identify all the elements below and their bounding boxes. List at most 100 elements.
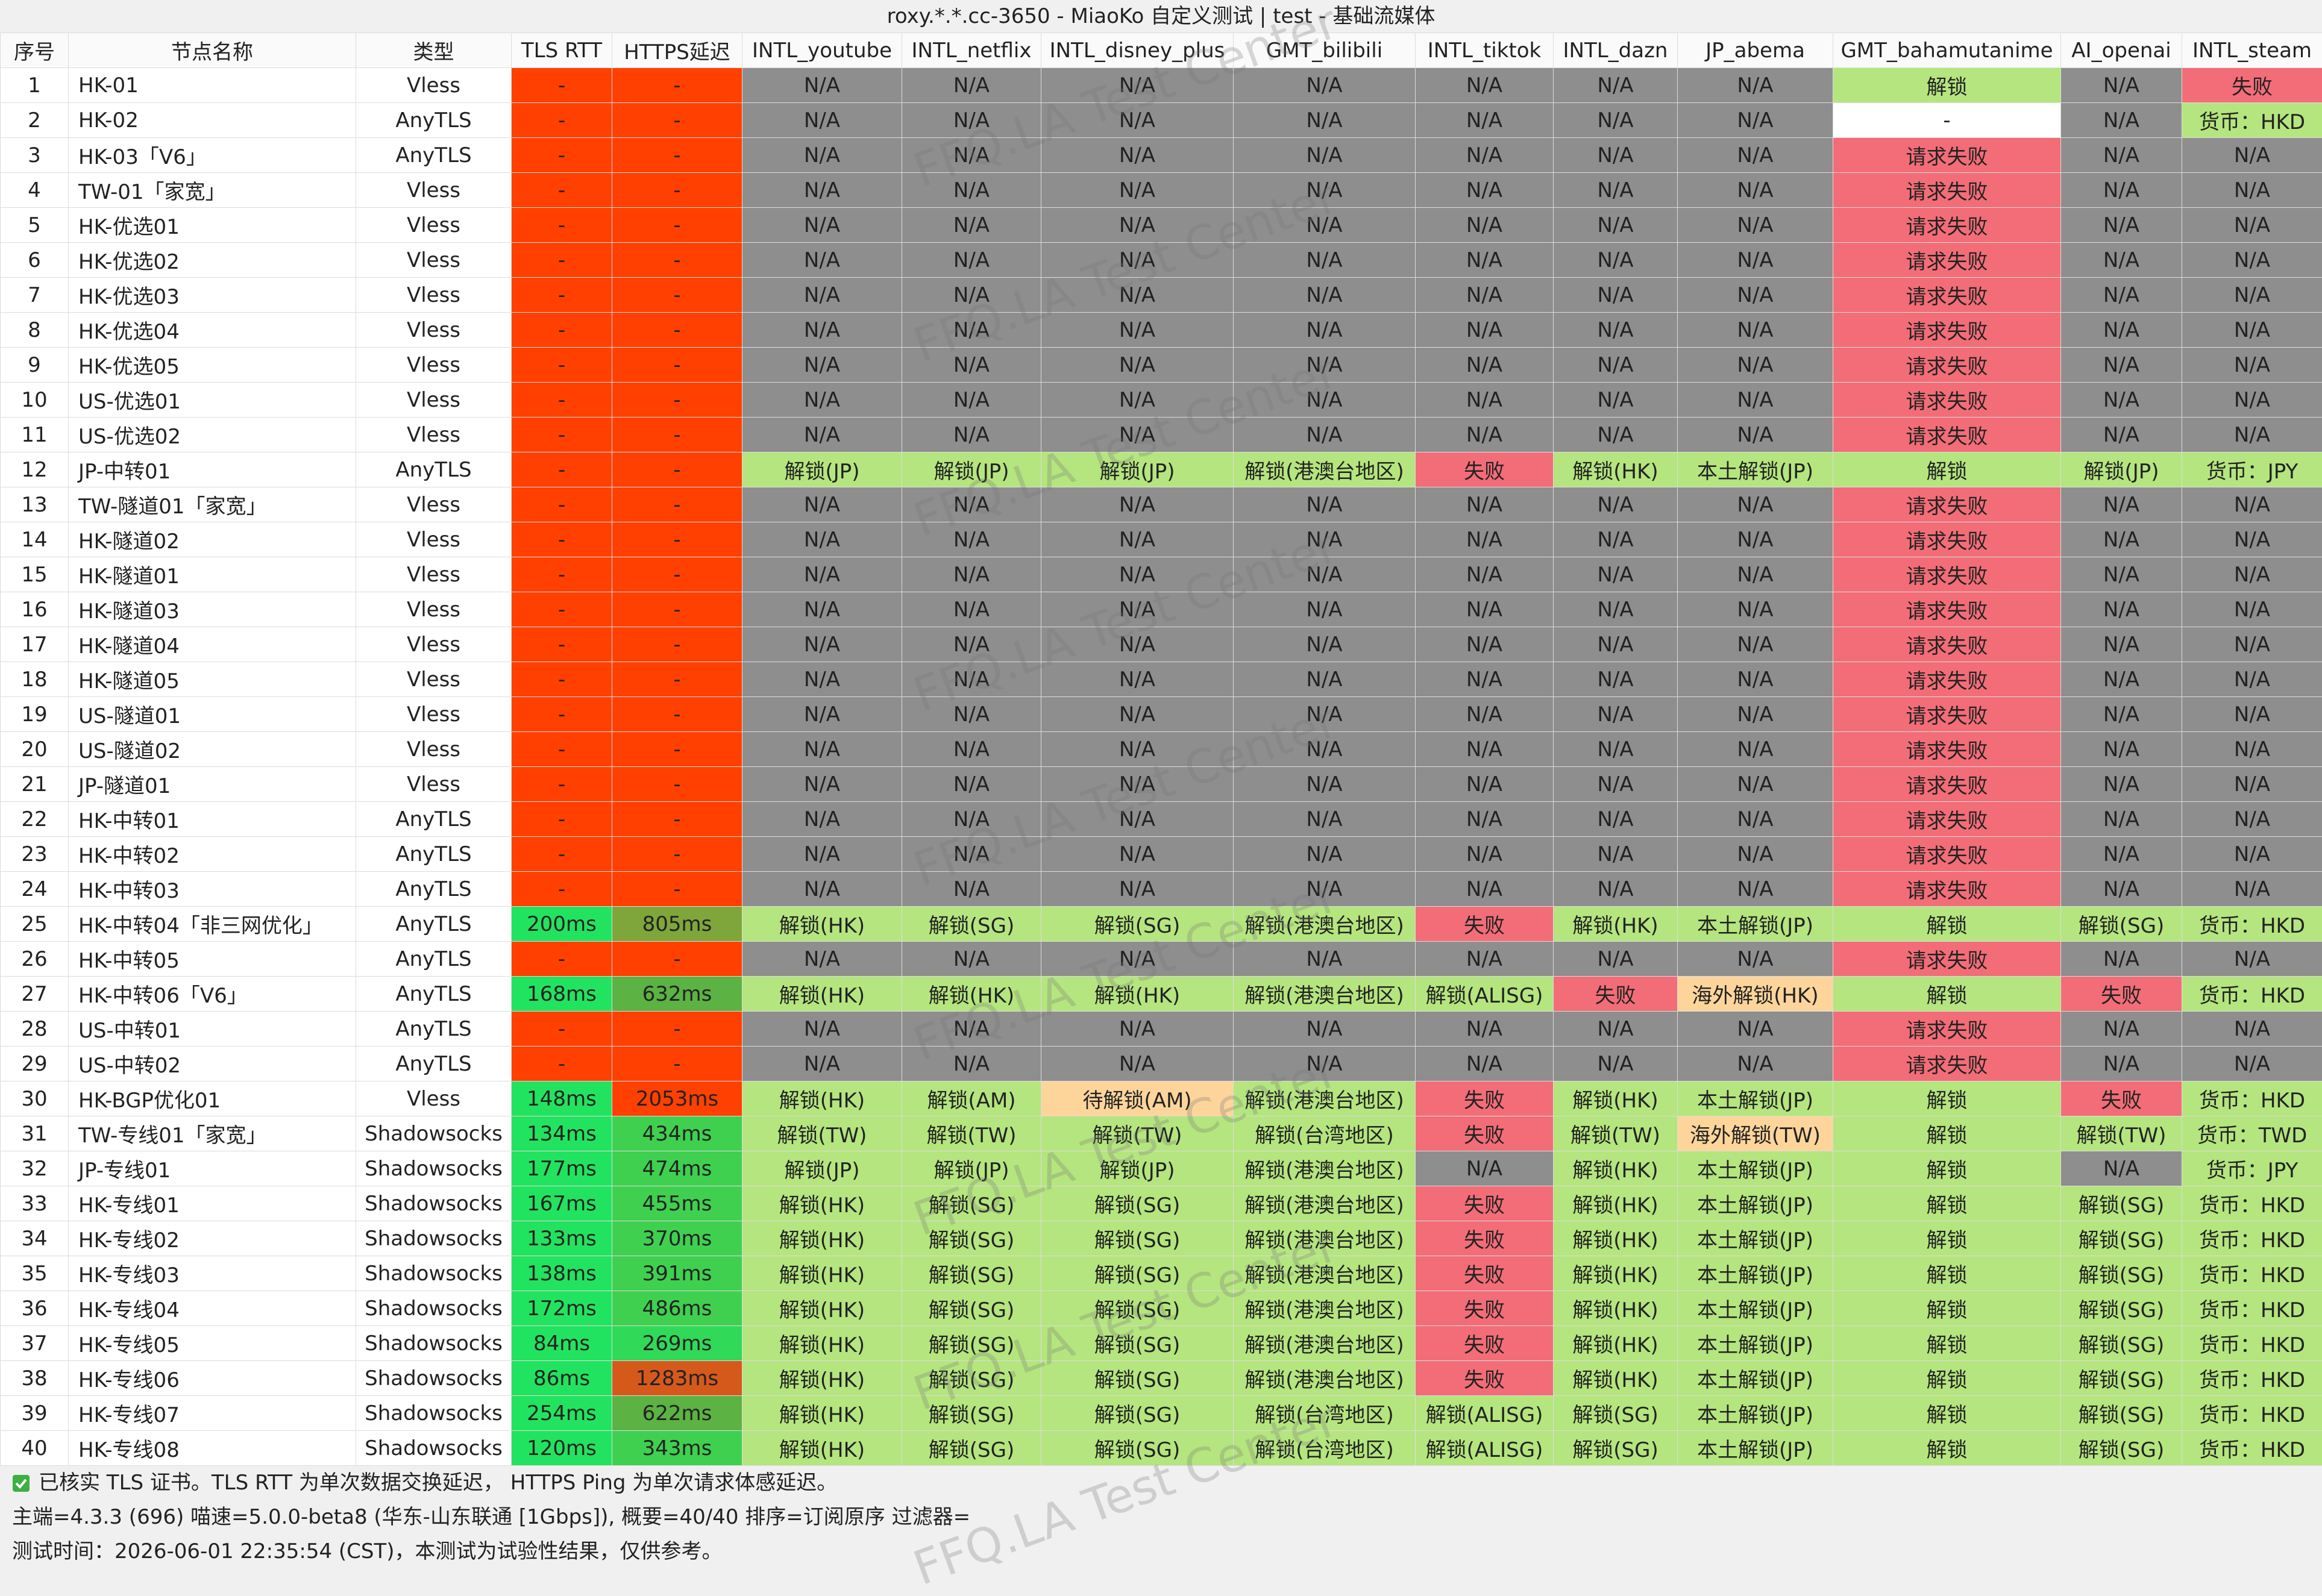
cell: N/A	[902, 208, 1041, 243]
cell: N/A	[1416, 313, 1554, 348]
cell: N/A	[1041, 1047, 1234, 1081]
cell: -	[612, 872, 742, 907]
cell: -	[512, 173, 612, 208]
cell: 解锁(HK)	[742, 1291, 902, 1326]
cell: N/A	[1554, 802, 1678, 837]
cell: N/A	[2182, 313, 2322, 348]
cell: N/A	[742, 662, 902, 697]
cell: 解锁(SG)	[1554, 1396, 1678, 1431]
cell: 解锁(JP)	[1041, 452, 1234, 487]
cell: -	[612, 942, 742, 977]
cell: N/A	[1678, 557, 1833, 592]
cell: 解锁(SG)	[902, 907, 1041, 942]
cell: N/A	[1416, 557, 1554, 592]
cell: N/A	[1554, 278, 1678, 313]
cell: N/A	[1678, 173, 1833, 208]
cell: 解锁(JP)	[902, 1151, 1041, 1186]
cell: 解锁(TW)	[2061, 1116, 2182, 1151]
footer-text: 已核实 TLS 证书。TLS RTT 为单次数据交换延迟， HTTPS Ping…	[39, 1466, 837, 1500]
cell: N/A	[1041, 522, 1234, 557]
cell: Shadowsocks	[356, 1361, 512, 1396]
cell: Shadowsocks	[356, 1256, 512, 1291]
cell: 请求失败	[1833, 1047, 2061, 1081]
cell: N/A	[1554, 348, 1678, 383]
cell: N/A	[1554, 592, 1678, 627]
cell: 货币：HKD	[2182, 1186, 2322, 1221]
cell: 本土解锁(JP)	[1678, 1291, 1833, 1326]
cell: N/A	[1554, 557, 1678, 592]
cell: 11	[1, 418, 69, 452]
cell: N/A	[742, 732, 902, 767]
cell: N/A	[742, 522, 902, 557]
cell: 32	[1, 1151, 69, 1186]
cell: -	[612, 487, 742, 522]
node-name: JP-专线01	[69, 1151, 356, 1186]
cell: N/A	[742, 1047, 902, 1081]
cell: 解锁(SG)	[902, 1186, 1041, 1221]
cell: N/A	[742, 418, 902, 452]
cell: N/A	[1234, 872, 1416, 907]
cell: 解锁(SG)	[1041, 1291, 1234, 1326]
cell: 本土解锁(JP)	[1678, 1081, 1833, 1116]
cell: 解锁(ALISG)	[1416, 977, 1554, 1012]
cell: -	[612, 837, 742, 872]
cell: 失败	[1416, 1186, 1554, 1221]
cell: N/A	[2182, 557, 2322, 592]
cell: N/A	[2061, 662, 2182, 697]
cell: N/A	[902, 243, 1041, 278]
check-icon	[12, 1474, 30, 1492]
cell: -	[612, 278, 742, 313]
cell: N/A	[2061, 243, 2182, 278]
cell: N/A	[1416, 592, 1554, 627]
cell: N/A	[1554, 173, 1678, 208]
cell: N/A	[2061, 802, 2182, 837]
cell: -	[612, 208, 742, 243]
node-name: HK-优选05	[69, 348, 356, 383]
cell: -	[512, 103, 612, 138]
node-name: HK-专线03	[69, 1256, 356, 1291]
cell: 622ms	[612, 1396, 742, 1431]
cell: N/A	[1554, 522, 1678, 557]
cell: -	[612, 68, 742, 103]
cell: -	[612, 103, 742, 138]
node-name: HK-优选02	[69, 243, 356, 278]
cell: 请求失败	[1833, 383, 2061, 418]
cell: N/A	[902, 662, 1041, 697]
cell: N/A	[902, 138, 1041, 173]
cell: -	[612, 522, 742, 557]
cell: -	[512, 138, 612, 173]
cell: -	[512, 487, 612, 522]
cell: N/A	[902, 837, 1041, 872]
cell: -	[612, 452, 742, 487]
cell: 29	[1, 1047, 69, 1081]
cell: -	[612, 767, 742, 802]
cell: N/A	[2182, 173, 2322, 208]
cell: N/A	[2061, 1012, 2182, 1047]
cell: N/A	[742, 278, 902, 313]
cell: 失败	[2061, 1081, 2182, 1116]
cell: N/A	[2182, 278, 2322, 313]
cell: 解锁(港澳台地区)	[1234, 1221, 1416, 1256]
cell: -	[612, 697, 742, 732]
cell: 8	[1, 313, 69, 348]
cell: N/A	[1041, 278, 1234, 313]
cell: 解锁(SG)	[902, 1431, 1041, 1466]
cell: 34	[1, 1221, 69, 1256]
cell: -	[512, 662, 612, 697]
cell: 解锁(HK)	[1554, 1186, 1678, 1221]
cell: 解锁(HK)	[742, 1396, 902, 1431]
cell: N/A	[1041, 418, 1234, 452]
cell: -	[1833, 103, 2061, 138]
cell: 解锁(SG)	[2061, 1361, 2182, 1396]
cell: N/A	[1678, 697, 1833, 732]
cell: N/A	[2182, 138, 2322, 173]
cell: N/A	[2061, 348, 2182, 383]
cell: -	[612, 557, 742, 592]
cell: 27	[1, 977, 69, 1012]
